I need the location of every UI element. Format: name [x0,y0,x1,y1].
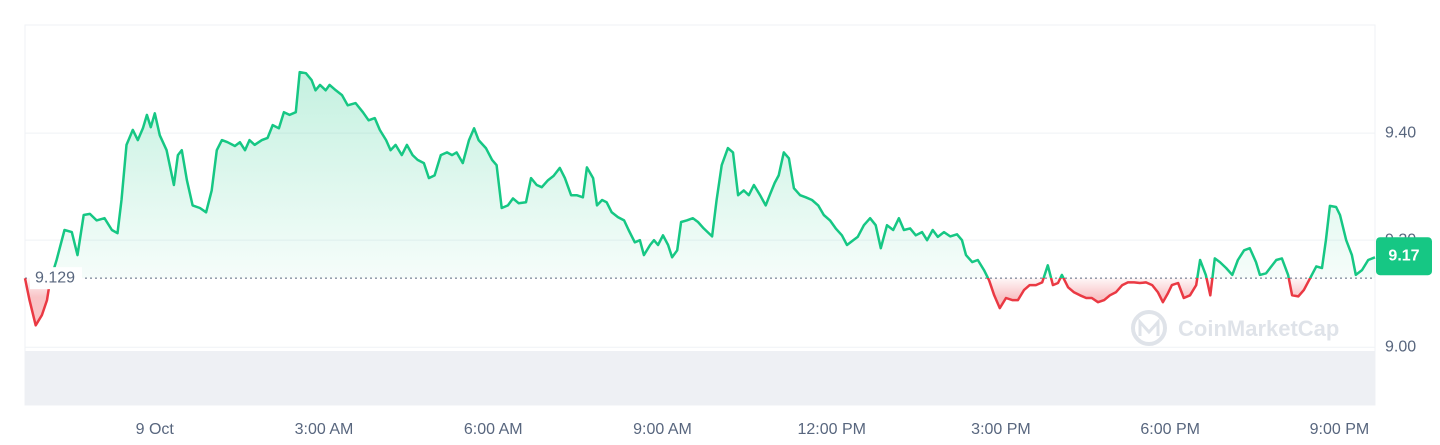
x-tick-label: 6:00 PM [1140,421,1200,438]
volume-area [25,351,1375,405]
price-line [23,70,1376,327]
current-price-badge [1376,237,1432,276]
x-tick-label: 3:00 AM [295,421,354,438]
plot [23,70,1376,327]
x-tick-label: 6:00 AM [464,421,523,438]
x-tick-label: 9:00 PM [1310,421,1370,438]
y-tick-label: 9.00 [1385,338,1416,355]
watermark-text: CoinMarketCap [1178,316,1339,341]
current-price-label: 9.17 [1388,247,1419,264]
x-tick-label: 3:00 PM [971,421,1031,438]
x-tick-label: 9 Oct [136,421,175,438]
baseline-label: 9.129 [35,269,75,286]
y-tick-label: 9.40 [1385,124,1416,141]
watermark: CoinMarketCap [1131,310,1339,346]
x-tick-label: 12:00 PM [797,421,865,438]
area-fill [25,72,1375,326]
x-tick-label: 9:00 AM [633,421,692,438]
baseline-label-bg [30,267,82,290]
